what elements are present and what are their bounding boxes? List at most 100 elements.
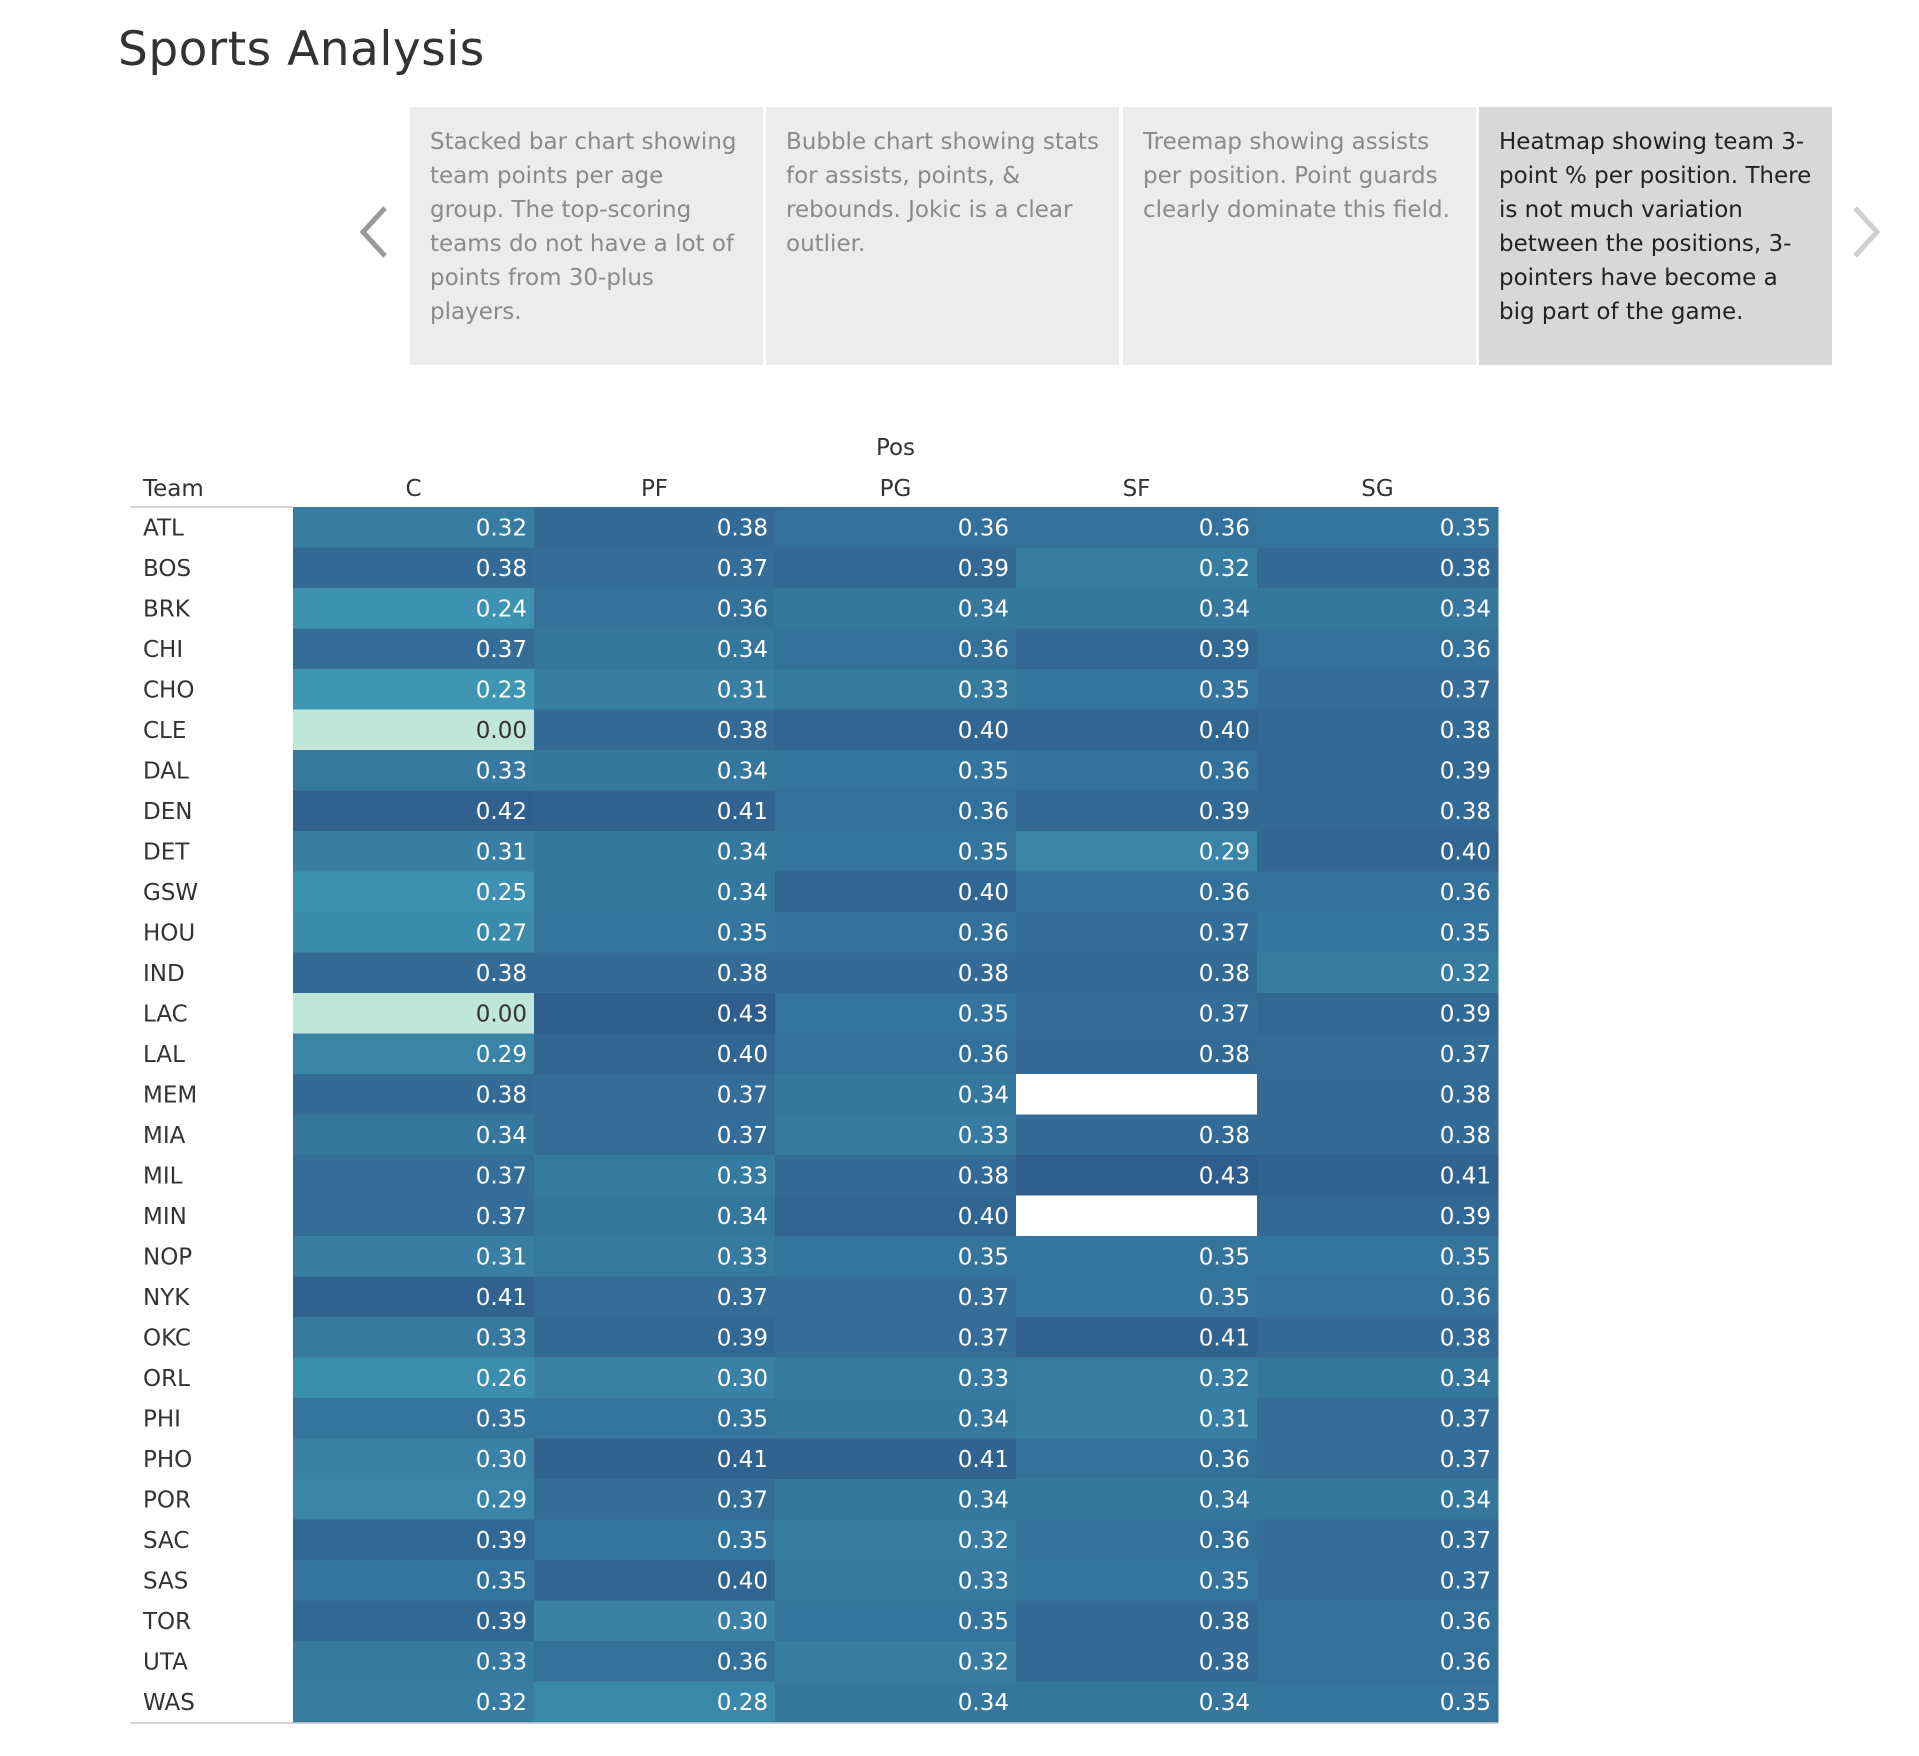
- heatmap-cell[interactable]: [775, 1317, 1017, 1358]
- chevron-right-icon[interactable]: [1845, 200, 1885, 264]
- heatmap-cell[interactable]: [1016, 1317, 1258, 1358]
- heatmap-cell[interactable]: [1257, 871, 1499, 913]
- heatmap-cell[interactable]: [1257, 1236, 1499, 1277]
- heatmap-cell[interactable]: [775, 1398, 1017, 1439]
- heatmap-cell[interactable]: [1016, 790, 1258, 832]
- heatmap-cell[interactable]: [775, 1236, 1017, 1277]
- heatmap-cell[interactable]: [1257, 1317, 1499, 1358]
- heatmap-cell[interactable]: [534, 1438, 776, 1480]
- heatmap-cell[interactable]: [534, 1195, 776, 1237]
- heatmap-cell[interactable]: [1016, 952, 1258, 994]
- heatmap-cell[interactable]: [775, 507, 1017, 548]
- story-point-2[interactable]: Bubble chart showing stats for assists, …: [766, 107, 1119, 365]
- heatmap-cell[interactable]: [534, 831, 776, 872]
- heatmap-cell[interactable]: [1016, 1519, 1258, 1561]
- heatmap-cell[interactable]: [1016, 1600, 1258, 1642]
- heatmap-cell[interactable]: [293, 1155, 535, 1196]
- heatmap-cell[interactable]: [1257, 1681, 1499, 1723]
- heatmap-cell[interactable]: [293, 669, 535, 710]
- heatmap-cell[interactable]: [534, 1560, 776, 1601]
- heatmap-cell[interactable]: [775, 588, 1017, 629]
- heatmap-cell[interactable]: [293, 750, 535, 791]
- heatmap-cell[interactable]: [293, 790, 535, 832]
- heatmap-cell[interactable]: [775, 1195, 1017, 1237]
- heatmap-cell[interactable]: [1016, 1074, 1258, 1115]
- heatmap-cell[interactable]: [534, 1357, 776, 1399]
- heatmap-cell[interactable]: [1257, 1519, 1499, 1561]
- heatmap-cell[interactable]: [293, 1519, 535, 1561]
- heatmap-cell[interactable]: [1257, 750, 1499, 791]
- heatmap-cell[interactable]: [1016, 1155, 1258, 1196]
- heatmap-cell[interactable]: [1257, 831, 1499, 872]
- heatmap-cell[interactable]: [1016, 547, 1258, 589]
- heatmap-cell[interactable]: [775, 912, 1017, 953]
- heatmap-cell[interactable]: [775, 993, 1017, 1034]
- heatmap-cell[interactable]: [1257, 1600, 1499, 1642]
- heatmap-cell[interactable]: [534, 1479, 776, 1520]
- heatmap-cell[interactable]: [534, 912, 776, 953]
- heatmap-cell[interactable]: [534, 790, 776, 832]
- heatmap-cell[interactable]: [293, 1560, 535, 1601]
- heatmap-cell[interactable]: [293, 1195, 535, 1237]
- heatmap-cell[interactable]: [293, 1357, 535, 1399]
- heatmap-cell[interactable]: [775, 1074, 1017, 1115]
- heatmap-cell[interactable]: [534, 669, 776, 710]
- heatmap-cell[interactable]: [775, 1438, 1017, 1480]
- heatmap-cell[interactable]: [775, 1114, 1017, 1156]
- heatmap-cell[interactable]: [775, 1155, 1017, 1196]
- heatmap-cell[interactable]: [293, 1114, 535, 1156]
- heatmap-cell[interactable]: [293, 952, 535, 994]
- heatmap-cell[interactable]: [1016, 750, 1258, 791]
- heatmap-cell[interactable]: [1016, 588, 1258, 629]
- heatmap-cell[interactable]: [534, 588, 776, 629]
- heatmap-cell[interactable]: [534, 1519, 776, 1561]
- heatmap-cell[interactable]: [1016, 507, 1258, 548]
- heatmap-cell[interactable]: [534, 1600, 776, 1642]
- heatmap-cell[interactable]: [1257, 1195, 1499, 1237]
- story-point-3[interactable]: Treemap showing assists per position. Po…: [1123, 107, 1476, 365]
- heatmap-cell[interactable]: [293, 1074, 535, 1115]
- heatmap-cell[interactable]: [1016, 1641, 1258, 1682]
- heatmap-cell[interactable]: [1257, 1560, 1499, 1601]
- heatmap-cell[interactable]: [293, 1438, 535, 1480]
- heatmap-cell[interactable]: [1257, 1357, 1499, 1399]
- heatmap-cell[interactable]: [775, 1276, 1017, 1318]
- heatmap-cell[interactable]: [293, 1600, 535, 1642]
- heatmap-cell[interactable]: [293, 547, 535, 589]
- heatmap-cell[interactable]: [1257, 912, 1499, 953]
- heatmap-cell[interactable]: [1257, 547, 1499, 589]
- heatmap-cell[interactable]: [1257, 1155, 1499, 1196]
- heatmap-cell[interactable]: [534, 1155, 776, 1196]
- heatmap-cell[interactable]: [293, 588, 535, 629]
- heatmap-cell[interactable]: [1016, 628, 1258, 670]
- heatmap-cell[interactable]: [534, 709, 776, 751]
- heatmap-cell[interactable]: [293, 1681, 535, 1723]
- heatmap-cell[interactable]: [775, 709, 1017, 751]
- heatmap-cell[interactable]: [775, 952, 1017, 994]
- heatmap-cell[interactable]: [1257, 1641, 1499, 1682]
- heatmap-cell[interactable]: [1016, 669, 1258, 710]
- heatmap-cell[interactable]: [534, 1317, 776, 1358]
- heatmap-cell[interactable]: [1016, 912, 1258, 953]
- heatmap-cell[interactable]: [1016, 709, 1258, 751]
- heatmap-cell[interactable]: [293, 1479, 535, 1520]
- heatmap-cell[interactable]: [1257, 628, 1499, 670]
- heatmap-cell[interactable]: [775, 1519, 1017, 1561]
- heatmap-cell[interactable]: [534, 952, 776, 994]
- heatmap-cell[interactable]: [1016, 871, 1258, 913]
- heatmap-cell[interactable]: [534, 1276, 776, 1318]
- heatmap-cell[interactable]: [293, 709, 535, 751]
- heatmap-cell[interactable]: [1257, 790, 1499, 832]
- heatmap-cell[interactable]: [775, 547, 1017, 589]
- heatmap-cell[interactable]: [293, 993, 535, 1034]
- heatmap-cell[interactable]: [534, 1074, 776, 1115]
- heatmap-cell[interactable]: [534, 1641, 776, 1682]
- heatmap-cell[interactable]: [1016, 1357, 1258, 1399]
- heatmap-cell[interactable]: [1257, 1074, 1499, 1115]
- heatmap-cell[interactable]: [1016, 1479, 1258, 1520]
- heatmap-cell[interactable]: [1016, 1236, 1258, 1277]
- heatmap-cell[interactable]: [775, 628, 1017, 670]
- heatmap-cell[interactable]: [1016, 1033, 1258, 1075]
- heatmap-cell[interactable]: [1257, 669, 1499, 710]
- heatmap-cell[interactable]: [293, 912, 535, 953]
